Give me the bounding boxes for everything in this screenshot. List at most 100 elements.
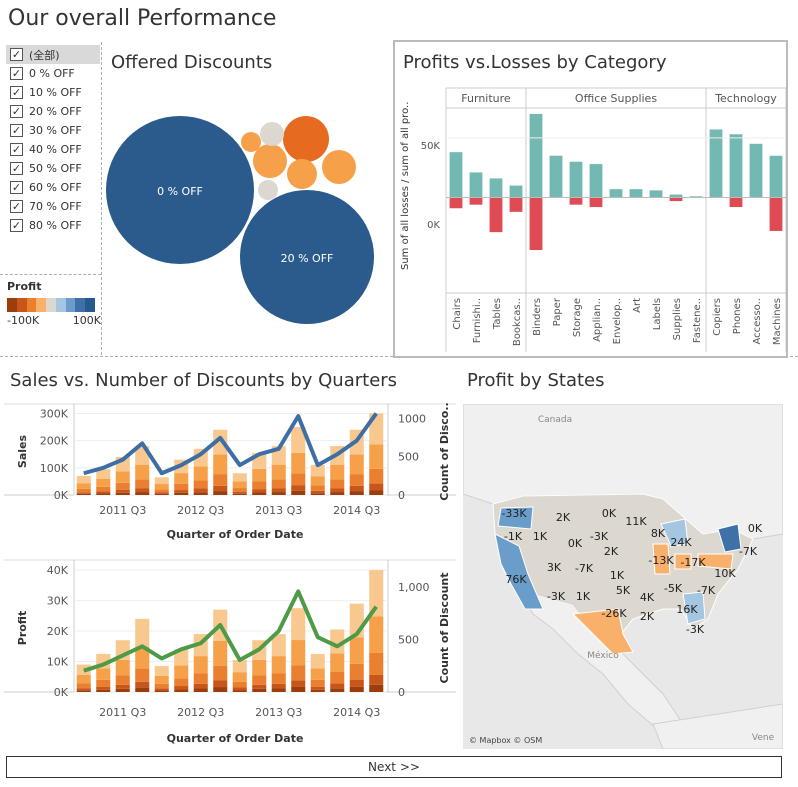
stacked-bar-segment[interactable] bbox=[154, 477, 169, 485]
stacked-bar-segment[interactable] bbox=[369, 652, 384, 675]
stacked-bar-segment[interactable] bbox=[330, 479, 345, 489]
stacked-bar-segment[interactable] bbox=[252, 659, 267, 676]
stacked-bar-segment[interactable] bbox=[96, 491, 111, 494]
stacked-bar-segment[interactable] bbox=[232, 660, 247, 673]
stacked-bar-segment[interactable] bbox=[291, 473, 306, 486]
stacked-bar-segment[interactable] bbox=[213, 687, 228, 692]
stacked-bar-segment[interactable] bbox=[193, 656, 208, 674]
stacked-bar-segment[interactable] bbox=[193, 688, 208, 692]
state-new-york[interactable] bbox=[717, 523, 742, 553]
profit-bar[interactable] bbox=[449, 152, 463, 198]
checkbox-checked-icon[interactable]: ✓ bbox=[10, 105, 23, 118]
stacked-bar-segment[interactable] bbox=[115, 482, 130, 490]
stacked-bar-segment[interactable] bbox=[369, 483, 384, 491]
stacked-bar-segment[interactable] bbox=[96, 679, 111, 687]
stacked-bar-segment[interactable] bbox=[310, 689, 325, 692]
bubble-60-off[interactable] bbox=[241, 132, 261, 152]
checkbox-checked-icon[interactable]: ✓ bbox=[10, 162, 23, 175]
stacked-bar-segment[interactable] bbox=[271, 464, 286, 480]
checkbox-checked-icon[interactable]: ✓ bbox=[10, 181, 23, 194]
trend-line[interactable] bbox=[83, 589, 378, 673]
profit-map[interactable]: Canada -33K 2K 0K 11K -1K 1K 0K -3K 8K 24K 0K 2K -13K… bbox=[463, 404, 783, 749]
stacked-bar-segment[interactable] bbox=[291, 485, 306, 491]
stacked-bar-segment[interactable] bbox=[369, 444, 384, 469]
stacked-bar-segment[interactable] bbox=[115, 492, 130, 495]
stacked-bar-segment[interactable] bbox=[213, 665, 228, 681]
checkbox-checked-icon[interactable]: ✓ bbox=[10, 48, 23, 61]
checkbox-checked-icon[interactable]: ✓ bbox=[10, 86, 23, 99]
stacked-bar-segment[interactable] bbox=[115, 688, 130, 692]
stacked-bar-segment[interactable] bbox=[349, 637, 364, 664]
stacked-bar-segment[interactable] bbox=[310, 679, 325, 687]
stacked-bar-segment[interactable] bbox=[291, 608, 306, 641]
checkbox-checked-icon[interactable]: ✓ bbox=[10, 67, 23, 80]
stacked-bar-segment[interactable] bbox=[232, 672, 247, 682]
profit-bar[interactable] bbox=[689, 196, 703, 198]
stacked-bar-segment[interactable] bbox=[252, 481, 267, 490]
loss-bar[interactable] bbox=[529, 197, 543, 251]
stacked-bar-segment[interactable] bbox=[310, 485, 325, 491]
stacked-bar-segment[interactable] bbox=[271, 673, 286, 684]
profit-bar[interactable] bbox=[669, 194, 683, 198]
stacked-bar-segment[interactable] bbox=[213, 474, 228, 486]
stacked-bar-segment[interactable] bbox=[96, 469, 111, 479]
filter-item[interactable]: ✓ 40 % OFF bbox=[6, 140, 100, 159]
stacked-bar-segment[interactable] bbox=[135, 464, 150, 480]
bubble-80-off[interactable] bbox=[258, 180, 278, 200]
filter-item[interactable]: ✓ 20 % OFF bbox=[6, 102, 100, 121]
map-attribution[interactable]: © Mapbox © OSM bbox=[469, 736, 542, 745]
profit-bar[interactable] bbox=[709, 129, 723, 198]
stacked-bar-segment[interactable] bbox=[232, 473, 247, 482]
stacked-bar-segment[interactable] bbox=[174, 689, 189, 692]
stacked-bar-segment[interactable] bbox=[76, 475, 91, 484]
stacked-bar-segment[interactable] bbox=[174, 492, 189, 495]
loss-bar[interactable] bbox=[509, 197, 523, 212]
stacked-bar-segment[interactable] bbox=[330, 488, 345, 493]
stacked-bar-segment[interactable] bbox=[271, 688, 286, 692]
stacked-bar-segment[interactable] bbox=[252, 675, 267, 685]
stacked-bar-segment[interactable] bbox=[76, 493, 91, 495]
stacked-bar-segment[interactable] bbox=[369, 490, 384, 495]
checkbox-checked-icon[interactable]: ✓ bbox=[10, 143, 23, 156]
profit-bar[interactable] bbox=[649, 190, 663, 198]
stacked-bar-segment[interactable] bbox=[135, 668, 150, 682]
filter-item[interactable]: ✓ 70 % OFF bbox=[6, 197, 100, 216]
stacked-bar-segment[interactable] bbox=[115, 489, 130, 493]
stacked-bar-segment[interactable] bbox=[349, 663, 364, 680]
stacked-bar-segment[interactable] bbox=[330, 683, 345, 689]
loss-bar[interactable] bbox=[589, 197, 603, 208]
stacked-bar-segment[interactable] bbox=[291, 640, 306, 666]
stacked-bar-segment[interactable] bbox=[193, 492, 208, 495]
stacked-bar-segment[interactable] bbox=[291, 665, 306, 681]
stacked-bar-segment[interactable] bbox=[96, 689, 111, 692]
stacked-bar-segment[interactable] bbox=[174, 649, 189, 666]
profit-bar[interactable] bbox=[749, 143, 763, 198]
filter-item[interactable]: ✓ 0 % OFF bbox=[6, 64, 100, 83]
stacked-bar-segment[interactable] bbox=[349, 491, 364, 495]
stacked-bar-segment[interactable] bbox=[193, 488, 208, 493]
stacked-bar-segment[interactable] bbox=[213, 640, 228, 666]
stacked-bar-segment[interactable] bbox=[349, 686, 364, 692]
stacked-bar-segment[interactable] bbox=[135, 492, 150, 495]
bubble-30-off[interactable] bbox=[322, 150, 356, 184]
stacked-bar-segment[interactable] bbox=[232, 481, 247, 489]
stacked-bar-segment[interactable] bbox=[193, 673, 208, 684]
stacked-bar-segment[interactable] bbox=[115, 471, 130, 483]
stacked-bar-segment[interactable] bbox=[291, 490, 306, 495]
stacked-bar-segment[interactable] bbox=[369, 674, 384, 685]
stacked-bar-segment[interactable] bbox=[349, 474, 364, 486]
stacked-bar-segment[interactable] bbox=[310, 465, 325, 477]
stacked-bar-segment[interactable] bbox=[76, 674, 91, 684]
profit-bar[interactable] bbox=[529, 113, 543, 198]
stacked-bar-segment[interactable] bbox=[271, 488, 286, 493]
next-button[interactable]: Next >> bbox=[6, 756, 782, 778]
stacked-bar-segment[interactable] bbox=[213, 429, 228, 455]
stacked-bar-segment[interactable] bbox=[291, 686, 306, 692]
state-washington[interactable] bbox=[497, 506, 534, 530]
stacked-bar-segment[interactable] bbox=[135, 488, 150, 493]
bubble-40-off[interactable] bbox=[253, 144, 287, 178]
stacked-bar-segment[interactable] bbox=[96, 686, 111, 690]
stacked-bar-segment[interactable] bbox=[213, 491, 228, 495]
stacked-bar-segment[interactable] bbox=[213, 680, 228, 688]
stacked-bar-segment[interactable] bbox=[369, 570, 384, 617]
